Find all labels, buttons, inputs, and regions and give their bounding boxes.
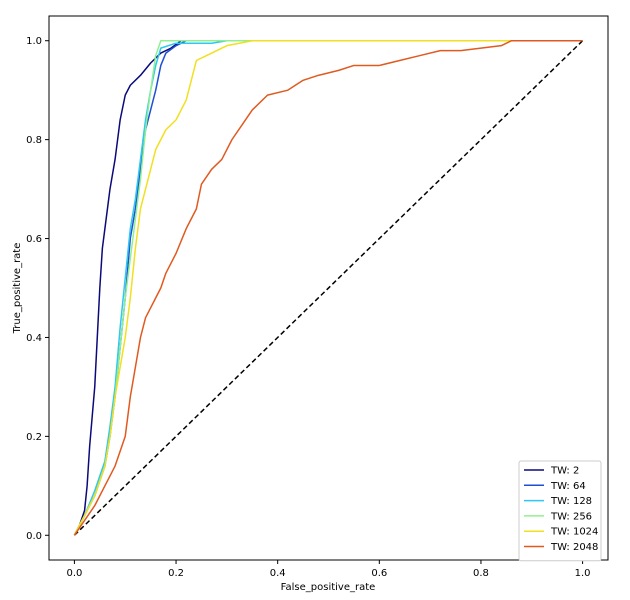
legend: TW: 2 TW: 64 TW: 128 TW: 256 TW: 1024 TW: 204… [518,460,602,562]
x-axis: 0.0 0.2 0.4 0.6 0.8 1.0 [66,560,591,579]
x-tick-label: 0.8 [473,568,489,579]
series-line-4 [73,39,583,536]
series-line-5 [73,39,583,536]
legend-label: TW: 1024 [550,527,598,538]
reference-diagonal-line [73,40,584,536]
y-tick-label: 0.6 [26,234,42,245]
y-tick-label: 0.4 [26,333,42,344]
legend-label: TW: 256 [550,511,592,522]
y-axis-label: True_positive_rate [12,243,23,335]
x-tick-label: 0.4 [270,568,286,579]
x-tick-label: 0.0 [66,568,82,579]
x-axis-label: False_positive_rate [281,582,376,593]
legend-label: TW: 64 [550,481,586,492]
series-lines [73,39,584,536]
legend-label: TW: 128 [550,496,592,507]
legend-label: TW: 2048 [550,542,598,553]
x-tick-label: 0.6 [371,568,387,579]
x-tick-label: 1.0 [575,568,591,579]
y-tick-label: 0.8 [26,135,42,146]
y-tick-label: 0.0 [26,531,42,542]
series-line-2 [73,39,583,536]
x-tick-label: 0.2 [168,568,184,579]
y-axis: 0.0 0.2 0.4 0.6 0.8 1.0 [26,36,49,542]
y-tick-label: 1.0 [26,36,42,47]
legend-label: TW: 2 [550,466,579,477]
y-tick-label: 0.2 [26,432,42,443]
